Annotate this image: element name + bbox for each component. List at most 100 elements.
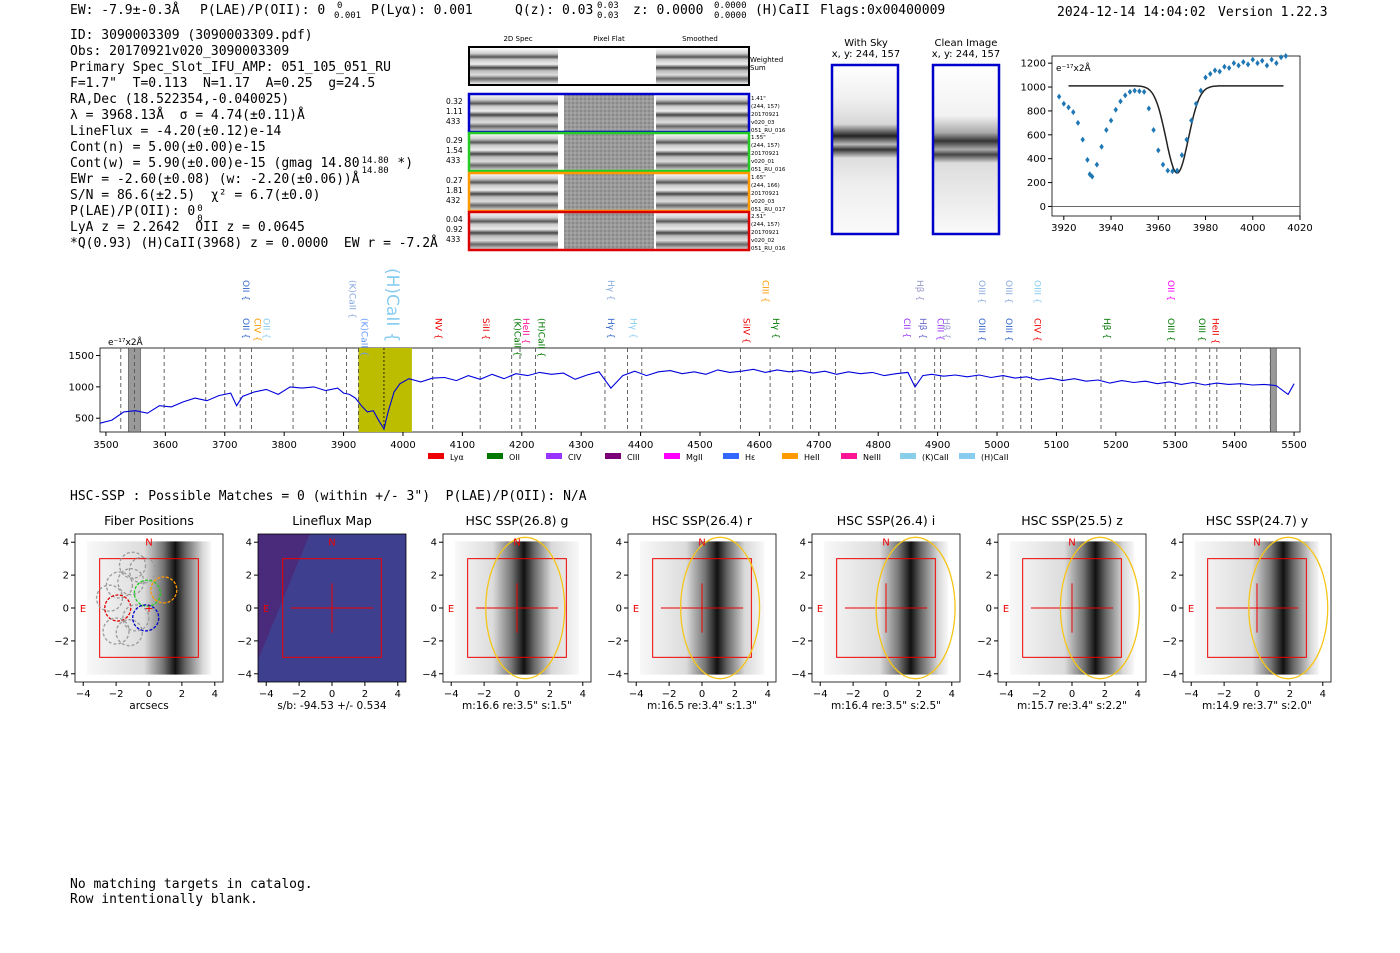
fit-data-point (1075, 119, 1081, 126)
spec2d-row-value: 433 (446, 117, 461, 126)
cutout-title: HSC SSP(26.8) g (466, 513, 569, 528)
fit-data-point (1245, 61, 1251, 68)
info-id: ID: 3090003309 (3090003309.pdf) (70, 28, 313, 43)
legend-label: Hε (745, 453, 755, 462)
cutout-xlabel: m:15.7 re:3.4" s:2.2" (1017, 700, 1127, 710)
info-contw: Cont(w) = 5.90(±0.00)e-15 (gmag 14.80 (70, 156, 360, 171)
cutout-xtick-label: −2 (1032, 689, 1047, 700)
fit-ytick-label: 200 (1027, 178, 1046, 189)
with-sky-coords: x, y: 244, 157 (831, 49, 901, 60)
fit-ytick-label: 600 (1027, 130, 1046, 141)
legend-swatch (841, 453, 857, 459)
cutout-ytick-label: −4 (237, 669, 252, 680)
cutout-xtick-label: 0 (1254, 689, 1260, 700)
info-ewr: EWr = -2.60(±0.08) (w: -2.20(±0.06))Å (70, 172, 360, 187)
cutout-ytick-label: 2 (986, 571, 992, 582)
spec2d-row-value: 1.11 (446, 107, 463, 116)
cutout-ytick-label: 2 (1171, 571, 1177, 582)
spec2d-row-meta: 20170921 (751, 151, 779, 157)
spectrum-xtick-label: 5500 (1281, 440, 1306, 451)
spec2d-row-value: 0.04 (446, 215, 463, 224)
cutout-title: HSC SSP(25.5) z (1021, 513, 1123, 528)
info-gmag-sup: 14.80 (361, 156, 389, 166)
fit-data-point (1203, 74, 1208, 81)
galaxy-ellipse (875, 536, 956, 680)
spectrum-line-label: Hγ { (605, 318, 615, 339)
fit-data-point (1056, 93, 1062, 100)
cutout-svg: HSC SSP(24.7) y N E −4 −4 −2 −2 0 0 2 2 4 4 m:14.9 re… (1162, 513, 1332, 710)
spec2d-row-frame (467, 210, 751, 252)
header-line: (H)CaII (755, 3, 810, 18)
info-contn: Cont(n) = 5.00(±0.00)e-15 (70, 140, 266, 155)
fit-data-point (1151, 127, 1156, 134)
cutout-ytick-label: 0 (616, 604, 622, 615)
sky-cutouts (830, 63, 1001, 236)
fit-ytick-label: 1200 (1021, 59, 1046, 70)
header-qz-sub: 0.03 (597, 11, 619, 21)
cutout-xtick-label: −4 (1184, 689, 1199, 700)
spectrum-line-label: OIII { (1196, 318, 1206, 342)
pixel-flat-cutout (564, 212, 654, 250)
spectrum-xtick-label: 4000 (390, 440, 415, 451)
header-plya: P(Lyα): 0.001 (371, 3, 473, 18)
compass-north: N (328, 538, 335, 549)
header-z-sub: 0.0000 (714, 11, 747, 21)
aperture-box (836, 558, 936, 658)
spectrum-line-label: (H)CaII { (382, 268, 402, 343)
info-radec: RA,Dec (18.522354,-0.040025) (70, 92, 290, 107)
pixel-flat-cutout (564, 94, 654, 132)
cutout-title: HSC SSP(26.4) i (837, 513, 935, 528)
cutout-title: HSC SSP(26.4) r (652, 513, 753, 528)
spectrum-line-label: OII { (260, 318, 270, 339)
fit-data-point (1085, 156, 1090, 163)
fit-data-point (1118, 98, 1123, 105)
spectrum-xtick-label: 5100 (1044, 440, 1069, 451)
compass-east: E (80, 604, 86, 615)
cutout-ytick-label: −2 (237, 636, 252, 647)
with-sky-image (830, 63, 900, 236)
header-plae-sup: 0 (337, 1, 343, 11)
cutout-ytick-label: −4 (791, 669, 806, 680)
smoothed-cutout (656, 133, 748, 171)
spectrum-line-label: SiII { (480, 318, 490, 340)
spectrum-plot: 3500 3600 3700 3800 3900 4000 4100 4200 4300 4400… (69, 268, 1307, 462)
legend-label: (H)CaII (981, 453, 1008, 462)
info-sn: S/N = 86.6(±2.5) χ² = 6.7(±0.0) (70, 188, 321, 203)
spectrum-line-label: (K)CaII { (512, 318, 522, 357)
info-gmag-sub: 14.80 (361, 166, 389, 176)
cutout-panel-3: HSC SSP(26.8) g N E −4 −4 −2 −2 0 0 2 2 4 4 m:16.6 re… (403, 510, 603, 710)
fiber-circle (122, 604, 150, 632)
legend-swatch (605, 453, 621, 459)
fit-ytick-label: 400 (1027, 154, 1046, 165)
legend-label: NeIII (863, 453, 881, 462)
cutout-xtick-label: 0 (1069, 689, 1075, 700)
cutout-ytick-label: −2 (54, 636, 69, 647)
fiber-circle (133, 579, 162, 607)
fit-data-point (1255, 60, 1260, 67)
spectrum-line-label: (K)CaII { (358, 318, 368, 357)
spec2d-row-value: 1.54 (446, 146, 463, 155)
spectrum-line-label: OII { (240, 318, 250, 339)
spec2d-row-value: 433 (446, 235, 461, 244)
spectrum-xtick-label: 5300 (1163, 440, 1188, 451)
cutout-xtick-label: −4 (999, 689, 1014, 700)
fit-xtick-label: 4020 (1287, 223, 1312, 234)
fit-data-point (1222, 63, 1227, 70)
spec2d-row-meta: v020_03 (751, 120, 775, 126)
fit-data-point (1066, 104, 1071, 111)
spectrum-line-label: OIII { (1003, 318, 1013, 342)
spectrum-line-label: OIII { (1031, 280, 1041, 304)
cutout-ytick-label: −4 (977, 669, 992, 680)
spectrum-ytick-label: 1500 (69, 351, 94, 362)
spectrum-xtick-label: 5400 (1222, 440, 1247, 451)
spec2d-row-value: 0.29 (446, 136, 463, 145)
compass-east: E (263, 604, 269, 615)
spec2d-row-meta: 051_RU_016 (751, 167, 786, 173)
info-plae-sup: 0 (197, 204, 203, 214)
spec2d-row-meta: 20170921 (751, 112, 779, 118)
spectrum-masked-region (1269, 347, 1277, 433)
spectrum-line-label: OII { (1165, 280, 1175, 301)
cutout-panel-5: HSC SSP(26.4) i N E −4 −4 −2 −2 0 0 2 2 4 4 m:16.4 re… (772, 510, 972, 710)
spec2d-row-meta: 1.41" (751, 96, 766, 102)
cutout-ytick-label: 4 (986, 538, 992, 549)
